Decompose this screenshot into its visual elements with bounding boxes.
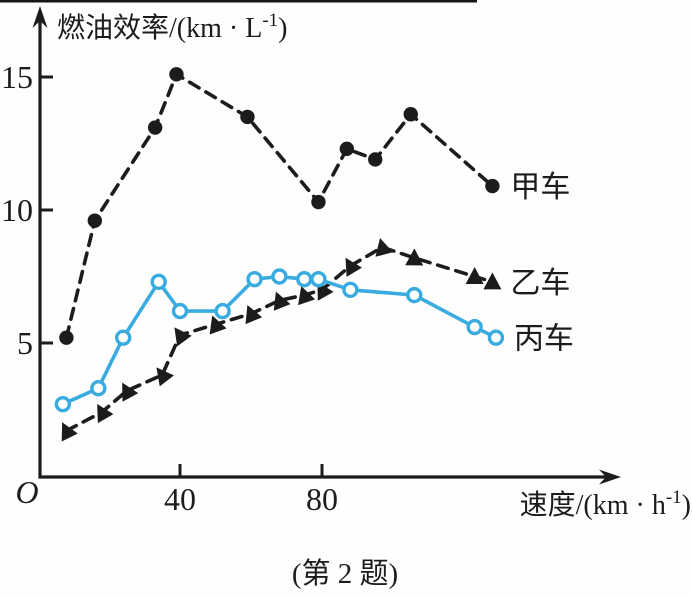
text-labels: 5 10 15 40 80 O 燃油效率/(km · L-1) 速度/(km · h-1) 甲车…: [1, 10, 691, 590]
y-axis-title: 燃油效率/(km · L-1): [57, 10, 287, 44]
data-point-triangle: [156, 367, 174, 387]
data-point-triangle: [273, 291, 291, 311]
series-label-甲车: 甲车: [510, 171, 570, 204]
data-point-circle: [150, 273, 167, 291]
scan-edge-artifact: [0, 0, 477, 3]
series-lines: [61, 72, 498, 433]
y-tick-label: 15: [1, 59, 33, 95]
data-point-triangle: [298, 286, 316, 306]
y-tick-label: 5: [17, 325, 33, 361]
data-point-triangle: [465, 267, 484, 285]
data-point-circle: [246, 270, 263, 288]
data-point-triangle: [245, 304, 263, 325]
data-point-dot: [87, 213, 103, 228]
data-point-triangle: [209, 315, 227, 335]
data-point-triangle: [174, 327, 192, 347]
data-point-circle: [214, 302, 231, 320]
data-point-circle: [114, 329, 132, 346]
data-point-dot: [485, 178, 500, 194]
x-tick-label: 40: [164, 481, 196, 517]
x-tick-label: 80: [306, 481, 338, 517]
series-line-甲车: [64, 72, 495, 340]
data-point-triangle: [97, 403, 114, 424]
figure-caption: (第 2 题): [292, 557, 398, 590]
axis-ticks: [40, 75, 324, 477]
data-point-triangle: [345, 257, 362, 277]
data-point-triangle: [405, 248, 424, 266]
series-markers: [54, 67, 505, 442]
data-point-dot: [368, 152, 383, 167]
data-point-circle: [487, 329, 505, 346]
data-point-dot: [339, 141, 355, 157]
data-point-circle: [342, 281, 359, 298]
series-line-丙车: [61, 274, 498, 406]
data-point-triangle: [122, 382, 139, 402]
data-point-dot: [311, 194, 326, 210]
data-point-triangle: [483, 272, 502, 290]
data-point-dot: [147, 120, 163, 135]
x-axis-arrow: [599, 469, 621, 485]
data-point-circle: [466, 318, 483, 336]
series-label-丙车: 丙车: [514, 323, 574, 356]
data-point-circle: [296, 270, 313, 288]
data-point-circle: [171, 302, 189, 320]
y-tick-label: 10: [1, 192, 33, 228]
data-point-circle: [54, 395, 72, 413]
series-line-乙车: [64, 245, 495, 433]
data-point-circle: [90, 380, 107, 397]
data-point-dot: [403, 107, 418, 122]
data-point-dot: [59, 330, 74, 345]
data-point-dot: [240, 109, 255, 125]
axes: [32, 6, 621, 485]
series-label-乙车: 乙车: [510, 267, 570, 300]
y-axis-arrow: [32, 6, 48, 28]
data-point-circle: [406, 286, 423, 304]
data-point-circle: [271, 268, 288, 285]
x-axis-title: 速度/(km · h-1): [520, 487, 691, 521]
origin-label: O: [15, 474, 38, 510]
data-point-triangle: [61, 422, 78, 442]
data-point-dot: [169, 67, 184, 82]
data-point-circle: [310, 270, 327, 288]
data-point-triangle: [375, 238, 393, 257]
